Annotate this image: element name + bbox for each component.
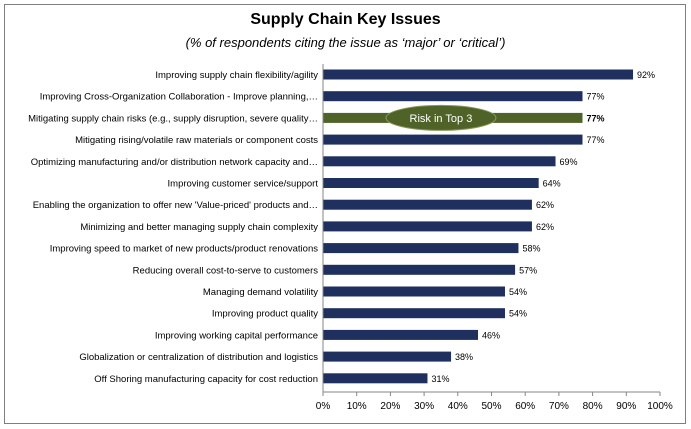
category-label: Globalization or centralization of distr… (79, 352, 318, 363)
x-tick-label: 90% (616, 401, 636, 412)
x-tick-label: 40% (448, 401, 468, 412)
bar (323, 286, 505, 297)
value-label: 54% (509, 309, 527, 319)
x-tick-label: 70% (549, 401, 569, 412)
x-tick-label: 10% (347, 401, 367, 412)
value-label: 31% (431, 374, 449, 384)
bar (323, 373, 428, 384)
value-label: 64% (543, 179, 561, 189)
x-tick-label: 80% (583, 401, 603, 412)
value-label: 69% (560, 157, 578, 167)
category-label: Optimizing manufacturing and/or distribu… (31, 157, 318, 168)
value-label: 77% (586, 135, 604, 145)
value-label: 92% (637, 70, 655, 80)
value-label: 38% (455, 352, 473, 362)
category-label: Improving working capital performance (155, 330, 318, 341)
bars-group: Improving supply chain flexibility/agili… (28, 69, 655, 385)
callout-ellipse (385, 104, 497, 131)
category-label: Managing demand volatility (203, 287, 318, 298)
value-label: 46% (482, 330, 500, 340)
bar (323, 351, 452, 362)
bar (323, 156, 556, 167)
value-label: 62% (536, 200, 554, 210)
bar (323, 221, 532, 232)
bar (323, 329, 479, 340)
x-tick-label: 50% (481, 401, 501, 412)
category-label: Improving speed to market of new product… (50, 244, 319, 255)
category-label: Off Shoring manufacturing capacity for c… (94, 374, 318, 385)
bar (323, 308, 505, 319)
category-label: Mitigating supply chain risks (e.g., sup… (28, 113, 318, 124)
x-tick-label: 60% (515, 401, 535, 412)
category-label: Mitigating rising/volatile raw materials… (75, 135, 318, 146)
value-label: 77% (586, 113, 604, 123)
value-label: 58% (522, 244, 540, 254)
bar (323, 178, 539, 188)
value-label: 77% (586, 92, 604, 102)
callout-group: Risk in Top 3 (385, 104, 497, 131)
category-label: Minimizing and better managing supply ch… (80, 222, 318, 233)
callout-label: Risk in Top 3 (410, 113, 473, 125)
x-tick-label: 100% (647, 401, 673, 412)
x-tick-label: 0% (316, 401, 331, 412)
chart-subtitle: (% of respondents citing the issue as ‘m… (185, 35, 506, 50)
bar (323, 91, 583, 102)
x-tick-label: 20% (380, 401, 400, 412)
x-tick-label: 30% (414, 401, 434, 412)
category-label: Improving Cross-Organization Collaborati… (40, 92, 318, 103)
bar (323, 243, 519, 254)
x-axis: 0% 10% 20% 30% 40% 50% 60% 70% 80% 90% 100% (316, 64, 673, 412)
category-label: Enabling the organization to offer new '… (33, 200, 318, 211)
value-label: 62% (536, 222, 554, 232)
value-label: 57% (519, 265, 537, 275)
bar (323, 69, 634, 80)
value-label: 54% (509, 287, 527, 297)
category-label: Improving customer service/support (168, 179, 319, 190)
category-label: Improving product quality (212, 309, 318, 320)
bar (323, 199, 532, 210)
chart-title: Supply Chain Key Issues (250, 11, 441, 28)
category-label: Improving supply chain flexibility/agili… (155, 70, 318, 81)
category-label: Reducing overall cost-to-serve to custom… (133, 265, 319, 276)
bar (323, 264, 516, 275)
bar (323, 134, 583, 145)
